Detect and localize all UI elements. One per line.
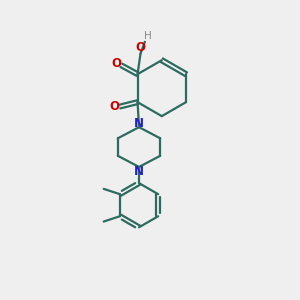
Text: O: O [135,40,145,54]
Text: N: N [134,165,144,178]
Text: N: N [134,117,144,130]
Text: O: O [111,57,121,70]
Text: H: H [144,31,152,41]
Text: O: O [110,100,120,113]
